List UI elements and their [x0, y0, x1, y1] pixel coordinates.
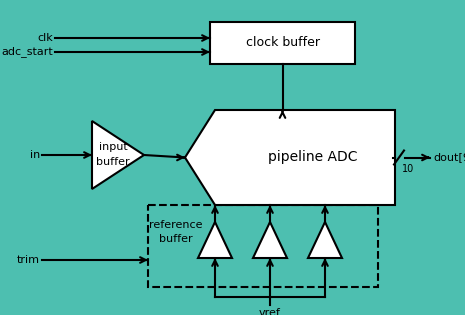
Text: vref: vref	[259, 308, 281, 315]
Bar	[210, 22, 355, 64]
Text: buffer: buffer	[96, 157, 130, 167]
Polygon shape	[198, 222, 232, 258]
Text: pipeline ADC: pipeline ADC	[268, 151, 358, 164]
Text: trim: trim	[17, 255, 40, 265]
Bar	[148, 205, 378, 287]
Text: input: input	[99, 142, 127, 152]
Text: in: in	[30, 150, 40, 160]
Polygon shape	[253, 222, 287, 258]
Text: reference: reference	[149, 220, 203, 230]
Polygon shape	[185, 110, 395, 205]
Text: clk: clk	[37, 33, 53, 43]
Text: adc_start: adc_start	[1, 47, 53, 57]
Polygon shape	[92, 121, 144, 189]
Text: clock buffer: clock buffer	[246, 37, 319, 49]
Polygon shape	[308, 222, 342, 258]
Text: 10: 10	[402, 163, 414, 174]
Text: buffer: buffer	[159, 234, 193, 244]
Text: dout[9:0]: dout[9:0]	[433, 152, 465, 163]
